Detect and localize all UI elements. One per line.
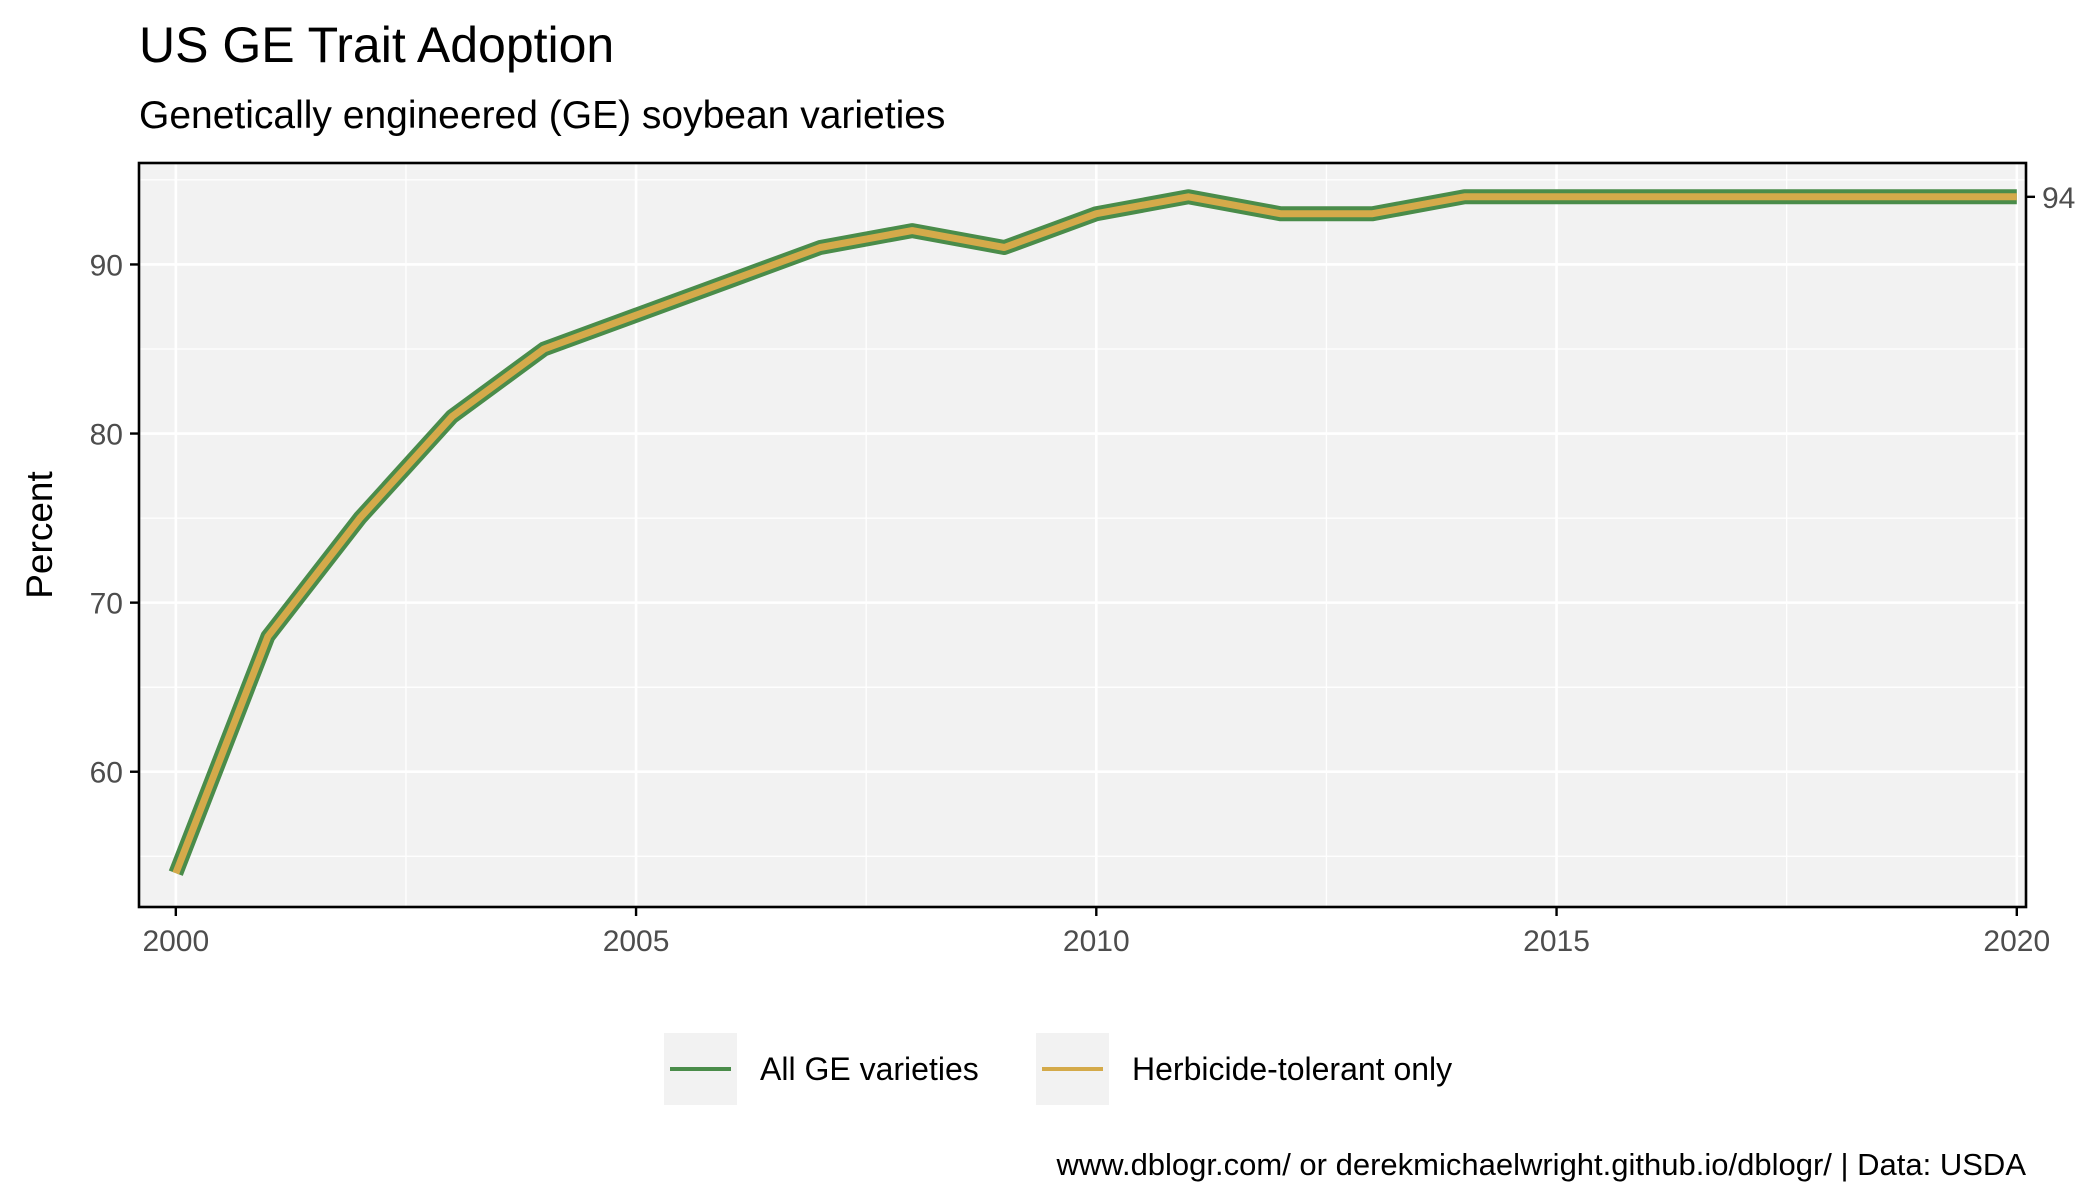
x-tick-label: 2000: [142, 925, 209, 958]
caption: www.dblogr.com/ or derekmichaelwright.gi…: [1056, 1147, 2027, 1182]
x-tick-label: 2020: [1983, 925, 2050, 958]
minor-gridlines: [139, 163, 2026, 907]
x-tick-label: 2015: [1523, 925, 1590, 958]
chart-subtitle: Genetically engineered (GE) soybean vari…: [139, 94, 945, 137]
y-axis-title: Percent: [19, 471, 60, 599]
y-tick-label: 70: [90, 588, 123, 621]
x-tick-label: 2005: [603, 925, 670, 958]
y-tick-label: 60: [90, 757, 123, 790]
y-axis: 60 70 80 90: [90, 249, 139, 790]
legend-label-all-ge: All GE varieties: [760, 1051, 979, 1087]
legend: All GE varieties Herbicide-tolerant only: [664, 1033, 1452, 1105]
secondary-y-tick-label: 94: [2042, 182, 2075, 215]
plot-border: [137, 161, 2028, 909]
y-tick-label: 90: [90, 249, 123, 282]
legend-label-herbicide-tolerant: Herbicide-tolerant only: [1132, 1051, 1452, 1087]
x-axis: 2000 2005 2010 2015 2020: [142, 907, 2050, 958]
plot-panel: [139, 163, 2026, 907]
series-line-herbicide-tolerant: [172, 193, 2017, 875]
x-tick-label: 2010: [1063, 925, 1130, 958]
chart-title: US GE Trait Adoption: [139, 17, 614, 73]
y-tick-label: 80: [90, 419, 123, 452]
major-gridlines: [139, 163, 2026, 907]
series-layer: [168, 189, 2017, 876]
secondary-y-axis: 94: [2026, 182, 2075, 215]
